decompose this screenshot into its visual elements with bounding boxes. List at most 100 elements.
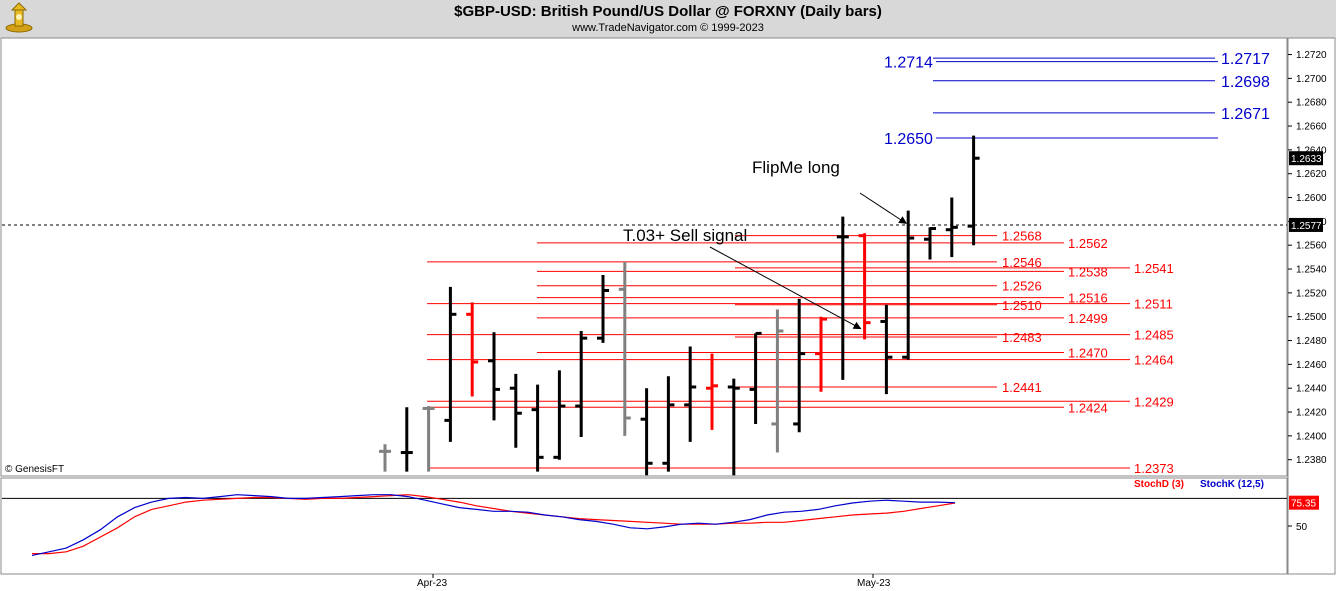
ohlc-bar <box>509 373 522 448</box>
price-axis-ticks: 1.2380 1.2400 1.2420 1.2440 1.2460 1.2480 1.25… <box>2 50 1327 466</box>
date-tick-label: May-23 <box>857 578 891 589</box>
stochd-line <box>32 494 956 555</box>
level-lines: 1.2568 1.2562 1.2546 1.2541 1.2538 1.2526 1.25… <box>427 51 1270 476</box>
stochk-legend: StochK (12,5) <box>1200 479 1264 490</box>
stochd-legend: StochD (3) <box>1134 479 1184 490</box>
price-tick-label: 1.2380 <box>1296 455 1327 466</box>
red-level-label: 1.2483 <box>1002 330 1042 345</box>
blue-level-label: 1.2717 <box>1221 51 1270 68</box>
chart-title: $GBP-USD: British Pound/US Dollar @ FORX… <box>454 3 882 20</box>
flipme-long-arrow <box>859 192 908 224</box>
ohlc-bar <box>597 274 609 343</box>
ohlc-bar <box>771 309 784 453</box>
ohlc-bar <box>684 346 697 442</box>
price-tick-label: 1.2660 <box>1296 122 1327 133</box>
ohlc-bar <box>618 261 631 436</box>
red-level-label: 1.2429 <box>1134 394 1174 409</box>
price-tick-label: 1.2700 <box>1296 74 1327 85</box>
stoch-tick-label: 50 <box>1296 522 1308 533</box>
red-level-label: 1.2373 <box>1134 461 1174 476</box>
price-tick-label: 1.2560 <box>1296 241 1327 252</box>
price-tick-label: 1.2400 <box>1296 431 1327 442</box>
trade-navigator-logo-icon <box>5 2 33 33</box>
ohlc-bar <box>706 353 718 430</box>
stochk-line <box>31 494 956 556</box>
date-tick-label: Apr-23 <box>417 578 447 589</box>
ohlc-bar <box>444 286 457 442</box>
price-tick-label: 1.2720 <box>1296 50 1327 61</box>
price-tick-label: 1.2520 <box>1296 288 1327 299</box>
red-level-label: 1.2510 <box>1002 298 1042 313</box>
ohlc-bar <box>488 332 500 421</box>
price-tick-label: 1.2620 <box>1296 169 1327 180</box>
stoch-value-label: 75.35 <box>1291 499 1316 510</box>
chart-header <box>0 0 1336 38</box>
date-axis: Apr-23 May-23 <box>417 574 891 589</box>
sell-signal-arrow <box>709 246 862 330</box>
red-level-label: 1.2470 <box>1068 345 1108 360</box>
red-level-label: 1.2541 <box>1134 261 1174 276</box>
red-level-label: 1.2526 <box>1002 279 1042 294</box>
stochastic-panel-frame <box>0 477 1288 575</box>
red-level-label: 1.2511 <box>1134 297 1173 312</box>
ohlc-bar <box>662 376 675 472</box>
ohlc-bar <box>379 444 391 472</box>
ohlc-bar <box>858 233 871 340</box>
ohlc-bars <box>379 135 980 476</box>
last-price-label: 1.2633 <box>1291 154 1322 165</box>
ohlc-bar <box>967 135 980 246</box>
red-level-label: 1.2546 <box>1002 255 1042 270</box>
flipme-long-annotation: FlipMe long <box>752 158 840 177</box>
blue-level-label: 1.2698 <box>1221 74 1270 91</box>
price-tick-label: 1.2540 <box>1296 265 1327 276</box>
last-price-box <box>1289 151 1323 166</box>
ohlc-bar <box>400 407 413 472</box>
crosshair-price-label: 1.2577 <box>1291 221 1322 232</box>
blue-level-label: 1.2650 <box>884 131 933 148</box>
ohlc-bar <box>553 370 566 460</box>
price-tick-label: 1.2420 <box>1296 408 1327 419</box>
red-level-label: 1.2562 <box>1068 236 1108 251</box>
price-tick-label: 1.2680 <box>1296 98 1327 109</box>
red-level-label: 1.2441 <box>1002 380 1042 395</box>
ohlc-bar <box>727 378 740 476</box>
ohlc-bar <box>640 388 653 476</box>
blue-level-label: 1.2714 <box>884 55 933 72</box>
price-tick-label: 1.2500 <box>1296 312 1327 323</box>
price-tick-label: 1.2640 <box>1296 145 1327 156</box>
ohlc-bar <box>422 406 435 472</box>
red-level-label: 1.2499 <box>1068 311 1108 326</box>
sell-signal-annotation: T.03+ Sell signal <box>623 226 747 245</box>
stoch-value-box <box>1289 495 1319 510</box>
crosshair-price-box <box>1289 217 1323 232</box>
price-tick-label: 1.2460 <box>1296 360 1327 371</box>
red-level-label: 1.2485 <box>1134 328 1174 343</box>
ohlc-bar <box>880 304 893 395</box>
red-level-label: 1.2538 <box>1068 264 1108 279</box>
red-level-label: 1.2568 <box>1002 229 1042 244</box>
stochastic-panel: 50 StochD (3) StochK (12,5) 75.35 <box>2 479 1319 556</box>
price-tick-label: 1.2480 <box>1296 336 1327 347</box>
red-level-label: 1.2424 <box>1068 400 1108 415</box>
ohlc-bar <box>924 227 936 260</box>
ohlc-bar <box>902 210 915 360</box>
price-tick-label: 1.2440 <box>1296 384 1327 395</box>
chart-subtitle: www.TradeNavigator.com © 1999-2023 <box>572 22 764 34</box>
ohlc-bar <box>815 316 827 392</box>
ohlc-bar <box>836 216 849 380</box>
ohlc-bar <box>531 384 544 472</box>
ohlc-bar <box>575 331 588 438</box>
right-axis <box>1287 37 1336 575</box>
watermark-text: © GenesisFT <box>5 464 64 475</box>
price-panel-frame <box>0 37 1288 477</box>
red-level-label: 1.2516 <box>1068 291 1108 306</box>
chart-annotations: FlipMe long T.03+ Sell signal <box>623 158 908 330</box>
ohlc-bar <box>945 197 958 258</box>
ohlc-bar <box>749 331 762 424</box>
blue-level-label: 1.2671 <box>1221 106 1270 123</box>
red-level-label: 1.2464 <box>1134 353 1174 368</box>
ohlc-bar <box>793 298 806 433</box>
price-tick-label: 1.2600 <box>1296 193 1327 204</box>
ohlc-bar <box>466 302 479 397</box>
